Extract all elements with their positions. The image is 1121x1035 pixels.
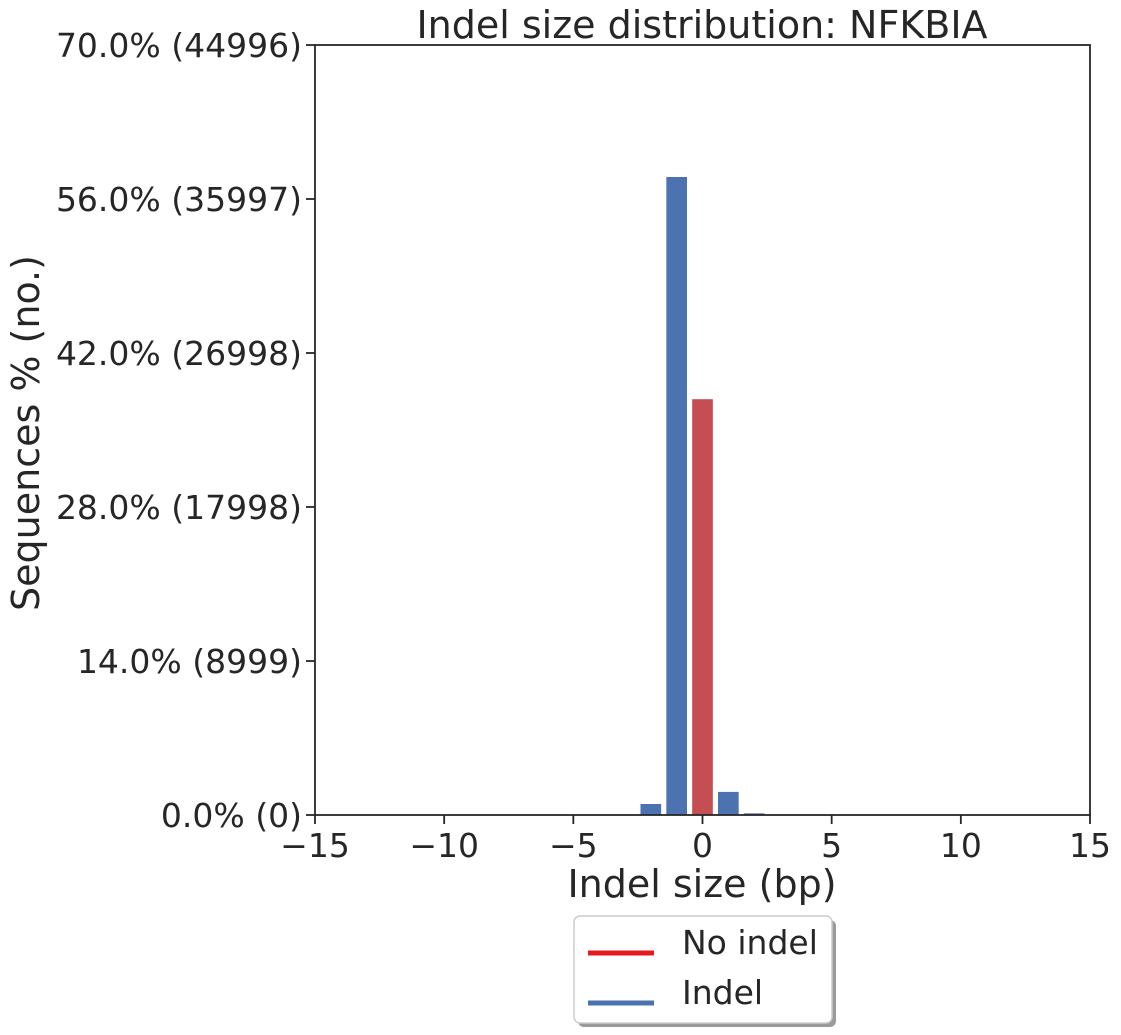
chart-title: Indel size distribution: NFKBIA: [416, 3, 987, 47]
x-tick-label: −5: [549, 826, 598, 865]
x-tick-label: −15: [280, 826, 350, 865]
x-axis-label: Indel size (bp): [567, 862, 836, 906]
legend-label: Indel: [682, 973, 763, 1012]
y-tick-label: 70.0% (44996): [56, 26, 302, 65]
bar--2: [640, 804, 662, 815]
x-tick-label: 15: [1069, 826, 1111, 865]
y-axis: 0.0% (0) 14.0% (8999) 28.0% (17998) 42.0% (…: [56, 26, 315, 835]
y-tick-label: 42.0% (26998): [56, 334, 302, 373]
x-tick-label: −10: [409, 826, 479, 865]
x-tick-label: 0: [692, 826, 713, 865]
x-axis: −15 −10 −5 0 5 10 15: [280, 815, 1111, 865]
bars: [640, 177, 765, 815]
bar-1: [718, 791, 739, 815]
bar--1: [666, 177, 687, 815]
legend-box: [573, 915, 833, 1024]
legend-label: No indel: [682, 923, 818, 962]
plot-frame: [314, 44, 1091, 816]
legend: No indel Indel: [573, 915, 836, 1027]
y-tick-label: 28.0% (17998): [56, 488, 302, 527]
y-axis-label: Sequences % (no.): [4, 255, 48, 611]
y-tick-label: 0.0% (0): [161, 796, 302, 835]
y-tick-label: 56.0% (35997): [56, 180, 302, 219]
x-tick-label: 10: [940, 826, 982, 865]
y-tick-label: 14.0% (8999): [77, 642, 302, 681]
x-tick-label: 5: [821, 826, 842, 865]
bar-0: [692, 399, 713, 815]
